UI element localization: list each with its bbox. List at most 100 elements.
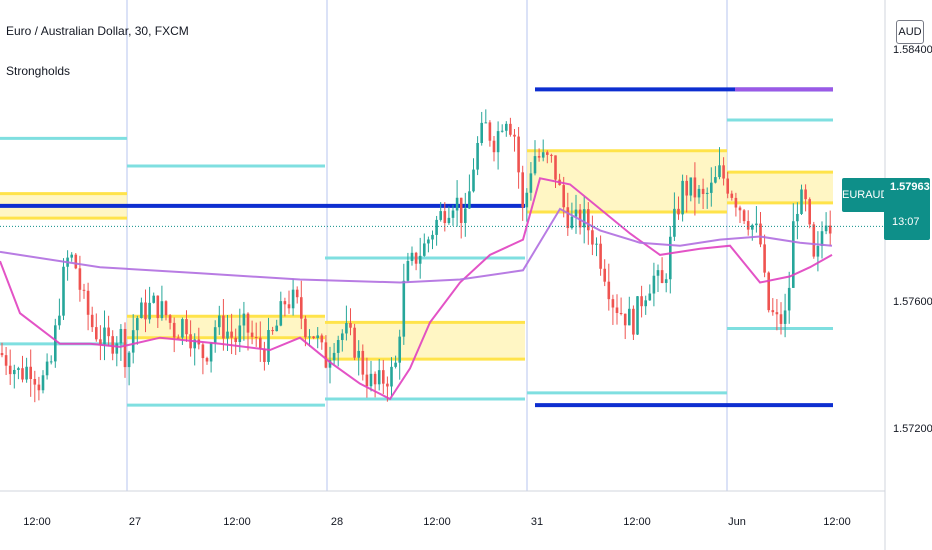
candle-body — [168, 315, 172, 323]
candle-body — [476, 142, 479, 170]
x-tick-label: 12:00 — [423, 516, 451, 528]
candle-body — [361, 350, 365, 375]
candle-body — [156, 295, 160, 319]
candle-body — [308, 336, 311, 338]
candle-body — [119, 328, 123, 344]
candle-body — [459, 197, 463, 223]
candle-body — [402, 280, 406, 337]
x-tick-label: Jun — [728, 516, 746, 528]
candle-body — [623, 313, 627, 326]
candle-body — [710, 182, 713, 193]
candle-body — [439, 211, 442, 220]
candle-body — [751, 225, 754, 230]
candle-body — [99, 339, 102, 345]
candle-body — [529, 173, 533, 193]
candle-body — [185, 319, 188, 335]
candle-body — [615, 307, 619, 313]
candle-body — [500, 130, 504, 132]
last-price-label: 1.57963 13:07 — [884, 178, 930, 240]
candle-body — [373, 373, 377, 385]
candle-body — [13, 369, 16, 375]
candle-body — [468, 191, 471, 209]
candle-body — [275, 325, 278, 332]
candle-body — [669, 236, 672, 280]
candle-body — [345, 323, 348, 334]
candle-body — [628, 308, 631, 326]
candle-body — [484, 122, 488, 124]
candle-body — [746, 221, 750, 230]
candle-body — [779, 314, 783, 324]
candle-body — [127, 352, 131, 368]
candle-body — [509, 123, 512, 135]
candle-body — [291, 289, 295, 309]
candle-body — [312, 336, 315, 339]
candle-body — [644, 300, 647, 307]
candle-body — [242, 313, 246, 326]
day-separators — [126, 0, 728, 491]
x-tick-label: 12:00 — [623, 516, 651, 528]
candle-body — [316, 335, 319, 339]
candle-body — [689, 177, 693, 196]
zone-fill — [127, 316, 325, 338]
candle-body — [599, 243, 602, 269]
candle-body — [427, 239, 430, 244]
candle-body — [435, 219, 438, 235]
candle-body — [418, 255, 422, 264]
candle-body — [517, 136, 520, 173]
candle-body — [287, 304, 291, 309]
candle-body — [705, 192, 709, 195]
candle-body — [828, 225, 832, 234]
candle-body — [423, 243, 426, 256]
moving-averages — [0, 177, 833, 401]
candle-body — [660, 270, 664, 283]
candle-body — [86, 290, 90, 315]
candle-body — [537, 156, 541, 158]
candle-body — [107, 327, 110, 337]
candle-body — [804, 189, 807, 200]
candle-body — [591, 230, 594, 245]
candle-body — [218, 315, 221, 328]
candle-body — [70, 254, 73, 258]
stronghold-levels — [0, 87, 833, 408]
candle-body — [295, 289, 299, 298]
candle-body — [673, 208, 676, 237]
candle-body — [574, 209, 578, 217]
candle-body — [209, 342, 213, 362]
candle-body — [730, 193, 734, 198]
candle-body — [619, 312, 623, 314]
candle-body — [607, 281, 611, 300]
candle-body — [152, 295, 155, 303]
candle-body — [410, 252, 414, 262]
candle-body — [787, 287, 791, 311]
candle-body — [636, 296, 639, 335]
candle-body — [521, 172, 524, 208]
x-tick-label: 12:00 — [223, 516, 251, 528]
candle-body — [394, 362, 397, 367]
candle-body — [336, 340, 340, 353]
candle-body — [0, 353, 4, 356]
candle-body — [271, 330, 274, 332]
indicator-name[interactable]: Strongholds — [6, 64, 71, 78]
candle-body — [492, 140, 496, 153]
candle-body — [160, 301, 164, 319]
candle-body — [406, 261, 410, 281]
candle-body — [140, 302, 143, 319]
currency-button[interactable]: AUD — [896, 20, 924, 44]
x-tick-label: 12:00 — [23, 516, 51, 528]
candle-body — [205, 358, 209, 362]
candle-body — [365, 374, 369, 387]
candle-body — [74, 254, 78, 269]
candle-body — [172, 322, 176, 338]
candle-body — [386, 383, 389, 387]
candle-body — [718, 165, 721, 178]
candle-body — [49, 361, 53, 363]
candle-body — [554, 155, 557, 180]
candle-body — [54, 325, 57, 362]
candle-body — [652, 275, 656, 294]
candle-body — [587, 209, 590, 231]
candle-body — [800, 189, 803, 214]
candle-body — [611, 299, 615, 308]
candle-body — [693, 177, 697, 198]
candle-body — [230, 331, 233, 338]
